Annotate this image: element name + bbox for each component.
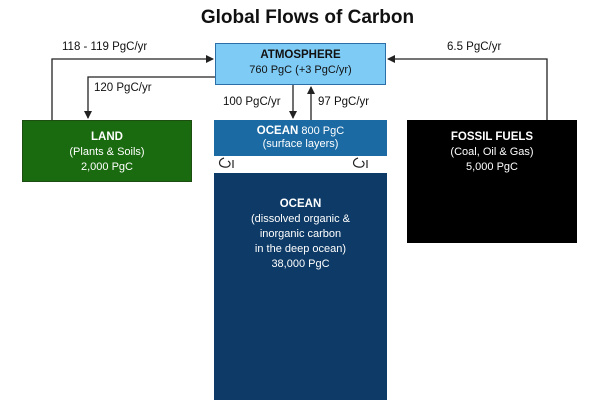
ocean-deep-name: OCEAN: [279, 198, 322, 210]
arrow-fossil-to-atmosphere: [387, 55, 548, 120]
diagram-title: Global Flows of Carbon: [200, 7, 415, 28]
flow-label-ocean-to-atmosphere: 97 PgC/yr: [318, 96, 370, 108]
land-box: LAND (Plants & Soils) 2,000 PgC: [22, 120, 192, 182]
fossil-detail: (Coal, Oil & Gas): [450, 146, 534, 158]
ocean-surface-box: OCEAN 800 PgC (surface layers): [214, 120, 387, 156]
ocean-deep-line-2: inorganic carbon: [259, 228, 342, 240]
land-amount: 2,000 PgC: [81, 161, 133, 173]
mixing-swirl-right: [352, 157, 368, 168]
atmosphere-detail: 760 PgC (+3 PgC/yr): [249, 64, 352, 76]
fossil-fuels-box: FOSSIL FUELS (Coal, Oil & Gas) 5,000 PgC: [407, 120, 577, 243]
arrow-land-to-atmosphere: [51, 55, 214, 120]
ocean-deep-amount: 38,000 PgC: [271, 258, 330, 270]
land-detail: (Plants & Soils): [69, 146, 145, 158]
arrow-atmosphere-to-land: [84, 76, 215, 119]
ocean-surface-name: OCEAN: [256, 125, 299, 137]
flow-label-atmosphere-to-land: 120 PgC/yr: [94, 82, 152, 94]
fossil-name: FOSSIL FUELS: [450, 131, 534, 143]
flow-label-land-to-atmosphere: 118 - 119 PgC/yr: [62, 41, 148, 53]
flow-label-fossil-to-atmosphere: 6.5 PgC/yr: [447, 41, 502, 53]
fossil-amount: 5,000 PgC: [466, 161, 518, 173]
ocean-deep-box: OCEAN (dissolved organic & inorganic car…: [214, 173, 387, 400]
land-name: LAND: [91, 131, 123, 143]
ocean-deep-line-1: (dissolved organic &: [250, 213, 351, 225]
atmosphere-box: ATMOSPHERE 760 PgC (+3 PgC/yr): [215, 43, 386, 85]
mixing-swirl-left: [218, 157, 234, 168]
atmosphere-name: ATMOSPHERE: [260, 49, 341, 61]
ocean-surface-detail: (surface layers): [262, 138, 339, 150]
ocean-surface-amount: 800 PgC: [301, 125, 345, 137]
flow-label-atmosphere-to-ocean: 100 PgC/yr: [223, 96, 281, 108]
ocean-deep-line-3: in the deep ocean): [254, 243, 347, 255]
